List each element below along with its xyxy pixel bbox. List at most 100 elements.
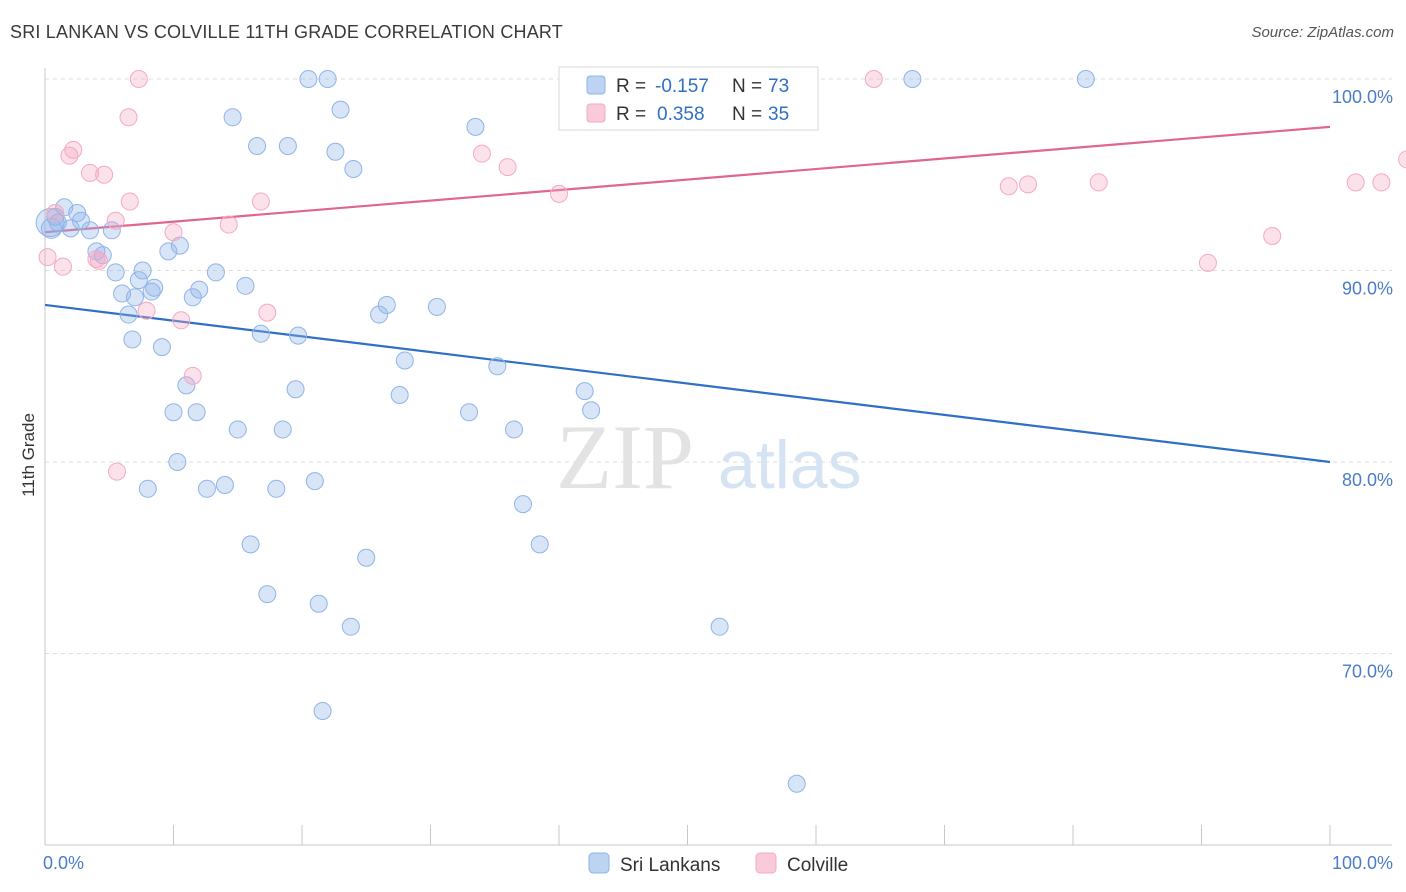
watermark-atlas: atlas — [718, 427, 862, 503]
sri-lankans-point — [278, 137, 297, 156]
sri-lankans-trend-line — [44, 303, 1331, 464]
colville-point — [1089, 173, 1108, 192]
colville-point — [219, 215, 238, 234]
sri-lankans-point — [575, 382, 594, 401]
sri-lankans-point — [582, 401, 601, 420]
sri-lankans-point — [248, 137, 267, 156]
grid-lines — [45, 78, 1392, 654]
sri-lankans-point — [215, 475, 234, 494]
colville-point — [550, 184, 568, 203]
sri-lankans-point — [460, 403, 479, 422]
series-swatch-colville — [755, 852, 777, 874]
legend-n-label: N = — [732, 76, 762, 97]
sri-lankans-point — [357, 548, 376, 567]
sri-lankans-point — [183, 288, 202, 307]
sri-lankans-point — [138, 479, 157, 498]
sri-lankans-point — [133, 261, 152, 280]
sri-lankans-point — [145, 278, 164, 297]
colville-point — [172, 311, 191, 330]
colville-point — [38, 248, 57, 267]
colville-point — [1019, 175, 1038, 194]
sri-lankans-point — [530, 535, 549, 554]
sri-lankans-point — [514, 495, 533, 514]
colville-point — [498, 158, 517, 177]
sri-lankans-point — [206, 263, 225, 282]
colville-point — [87, 250, 106, 269]
colville-point — [1263, 227, 1282, 246]
colville-point — [472, 144, 491, 163]
sri-lankans-point — [152, 338, 171, 357]
colville-point — [64, 140, 83, 159]
sri-lankans-point — [187, 403, 206, 422]
colville-point — [129, 70, 148, 88]
sri-lankans-point — [286, 380, 305, 399]
colville-point — [1346, 173, 1365, 192]
chart-title: SRI LANKAN VS COLVILLE 11TH GRADE CORREL… — [10, 22, 564, 42]
sri-lankans-point — [427, 297, 446, 316]
colville-trend-line — [44, 125, 1331, 234]
colville-point — [258, 303, 277, 322]
x-tick-label-start: 0.0% — [43, 853, 84, 873]
sri-lankans-point — [236, 276, 255, 295]
colville-point — [120, 192, 139, 211]
y-tick-label: 100.0% — [1332, 87, 1393, 107]
colville-point — [95, 165, 114, 184]
sri-lankans-point — [313, 701, 332, 720]
sri-lankans-point — [326, 142, 345, 161]
legend-box: R = -0.157 N = 73 R = 0.358 N = 35 — [558, 66, 819, 131]
sri-lankans-point — [35, 208, 65, 238]
sri-lankans-point — [190, 280, 209, 299]
colville-point — [80, 163, 99, 182]
sri-lankans-point — [125, 288, 144, 307]
sri-lankans-point — [318, 70, 337, 88]
legend-n-label: N = — [732, 104, 762, 125]
colville-point — [864, 70, 883, 88]
colville-point — [107, 462, 126, 481]
sri-lankans-point — [123, 330, 142, 349]
sri-lankans-point — [377, 295, 396, 314]
sri-lankans-point — [903, 70, 922, 88]
legend-swatch-sri-lankans — [586, 75, 606, 95]
sri-lankans-point — [258, 585, 277, 604]
sri-lankans-point — [159, 242, 178, 261]
colville-point — [119, 108, 138, 127]
sri-lankans-point — [390, 385, 409, 404]
series-legend: Sri Lankans Colville — [588, 852, 848, 876]
y-tick-label: 90.0% — [1342, 279, 1393, 299]
trend-lines — [44, 125, 1331, 464]
sri-lankans-point — [787, 774, 806, 793]
series-swatch-sri-lankans — [588, 852, 610, 874]
legend-r-value-colville: 0.358 — [657, 104, 705, 125]
sri-lankans-point — [61, 219, 80, 238]
sri-lankans-point — [197, 479, 216, 498]
source-label: Source: ZipAtlas.com — [1251, 24, 1394, 41]
sri-lankans-point — [223, 108, 242, 127]
sri-lankans-point — [1076, 70, 1095, 88]
colville-point — [89, 251, 108, 270]
sri-lankans-point — [395, 351, 414, 370]
sri-lankans-point — [309, 594, 328, 613]
sri-lankans-point — [80, 221, 99, 240]
colville-point — [1398, 150, 1406, 169]
sri-lankans-point — [273, 420, 292, 439]
sri-lankans-point — [370, 305, 389, 324]
colville-point — [106, 211, 125, 230]
colville-point — [251, 192, 270, 211]
colville-point — [1198, 253, 1217, 272]
legend-swatch-colville — [586, 103, 606, 123]
colville-point — [164, 223, 183, 242]
x-tick-label-end: 100.0% — [1332, 853, 1393, 873]
sri-lankans-point — [177, 376, 196, 395]
sri-lankans-point — [299, 70, 318, 88]
x-tick-labels: 0.0% 100.0% — [43, 853, 1393, 873]
colville-point — [999, 177, 1018, 196]
axes — [44, 68, 1392, 846]
legend-n-value-sri-lankans: 73 — [768, 76, 789, 97]
y-tick-label: 70.0% — [1342, 662, 1393, 682]
series-label-sri-lankans: Sri Lankans — [620, 855, 720, 876]
sri-lankans-point — [331, 100, 350, 119]
sri-lankans-point — [710, 617, 729, 636]
sri-lankans-point — [305, 472, 324, 491]
sri-lankans-point — [289, 326, 308, 345]
